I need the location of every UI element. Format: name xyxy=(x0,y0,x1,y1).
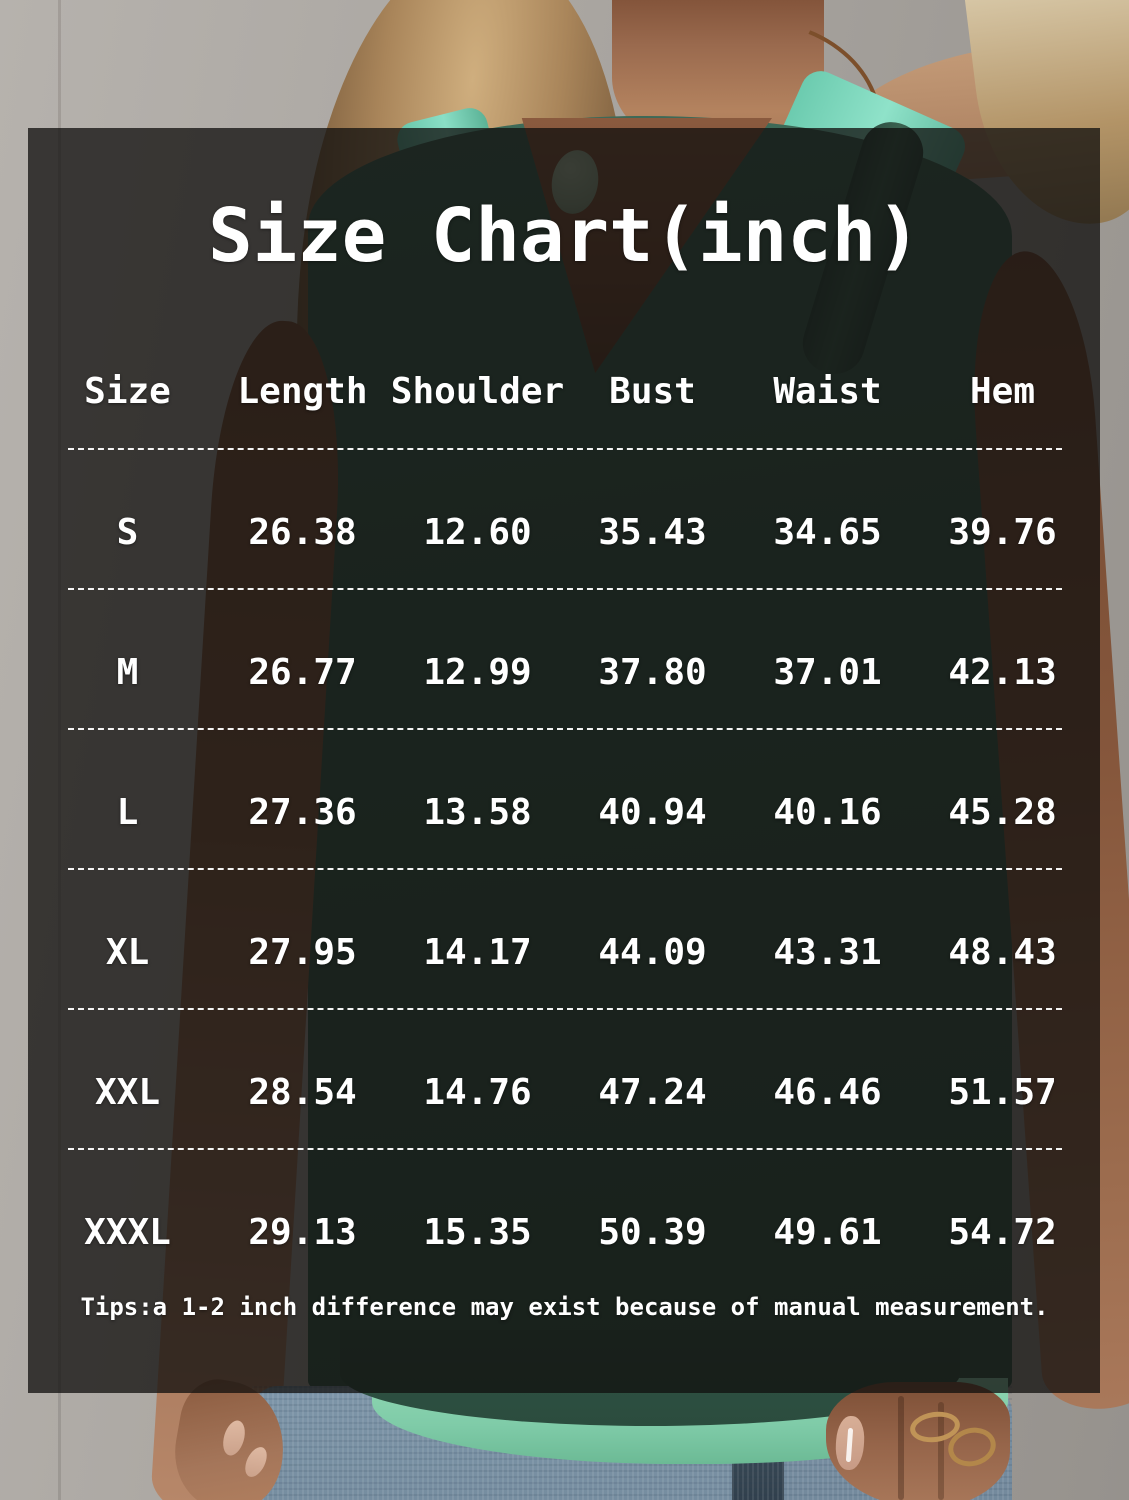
finger-shadow xyxy=(938,1402,944,1500)
measurement-cell: 40.94 xyxy=(598,791,707,833)
measurement-cell: 26.38 xyxy=(248,511,357,553)
table-row-s: S 26.38 12.60 35.43 34.65 39.76 xyxy=(40,450,1090,590)
finger-shadow xyxy=(898,1396,904,1500)
measurement-cell: 46.46 xyxy=(773,1071,882,1113)
column-header-hem: Hem xyxy=(969,370,1036,412)
measurement-cell: 43.31 xyxy=(773,931,882,973)
measurement-cell: 39.76 xyxy=(948,511,1057,553)
measurement-cell: 44.09 xyxy=(598,931,707,973)
column-header-bust: Bust xyxy=(609,370,696,412)
table-row-l: L 27.36 13.58 40.94 40.16 45.28 xyxy=(40,730,1090,870)
measurement-cell: 12.60 xyxy=(423,511,532,553)
measurement-cell: 50.39 xyxy=(598,1211,707,1253)
dark-overlay-panel xyxy=(28,128,1100,1393)
measurement-cell: 34.65 xyxy=(773,511,882,553)
size-cell: M xyxy=(116,651,139,693)
table-row-m: M 26.77 12.99 37.80 37.01 42.13 xyxy=(40,590,1090,730)
measurement-cell: 12.99 xyxy=(423,651,532,693)
column-header-shoulder: Shoulder xyxy=(390,370,565,412)
measurement-cell: 42.13 xyxy=(948,651,1057,693)
measurement-tips-note: Tips:a 1-2 inch difference may exist bec… xyxy=(80,1293,1049,1321)
measurement-cell: 29.13 xyxy=(248,1211,357,1253)
measurement-cell: 54.72 xyxy=(948,1211,1057,1253)
column-header-length: Length xyxy=(237,370,368,412)
measurement-cell: 27.95 xyxy=(248,931,357,973)
column-header-size: Size xyxy=(84,370,171,412)
measurement-cell: 37.01 xyxy=(773,651,882,693)
measurement-cell: 14.76 xyxy=(423,1071,532,1113)
table-row-xl: XL 27.95 14.17 44.09 43.31 48.43 xyxy=(40,870,1090,1010)
table-row-xxl: XXL 28.54 14.76 47.24 46.46 51.57 xyxy=(40,1010,1090,1150)
column-header-waist: Waist xyxy=(773,370,882,412)
size-cell: XXXL xyxy=(84,1211,171,1253)
measurement-cell: 48.43 xyxy=(948,931,1057,973)
size-cell: XXL xyxy=(94,1071,161,1113)
size-cell: S xyxy=(116,511,139,553)
measurement-cell: 27.36 xyxy=(248,791,357,833)
measurement-cell: 13.58 xyxy=(423,791,532,833)
size-chart-title: Size Chart(inch) xyxy=(208,193,921,279)
measurement-cell: 37.80 xyxy=(598,651,707,693)
measurement-cell: 49.61 xyxy=(773,1211,882,1253)
measurement-cell: 51.57 xyxy=(948,1071,1057,1113)
measurement-cell: 35.43 xyxy=(598,511,707,553)
measurement-cell: 47.24 xyxy=(598,1071,707,1113)
measurement-cell: 28.54 xyxy=(248,1071,357,1113)
table-row-xxxl: XXXL 29.13 15.35 50.39 49.61 54.72 xyxy=(40,1150,1090,1290)
measurement-cell: 40.16 xyxy=(773,791,882,833)
size-cell: L xyxy=(116,791,139,833)
table-header-row: Size Length Shoulder Bust Waist Hem xyxy=(40,346,1090,450)
measurement-cell: 14.17 xyxy=(423,931,532,973)
measurement-cell: 26.77 xyxy=(248,651,357,693)
size-chart-table: Size Length Shoulder Bust Waist Hem S 26… xyxy=(40,346,1090,1290)
size-cell: XL xyxy=(105,931,150,973)
measurement-cell: 45.28 xyxy=(948,791,1057,833)
measurement-cell: 15.35 xyxy=(423,1211,532,1253)
